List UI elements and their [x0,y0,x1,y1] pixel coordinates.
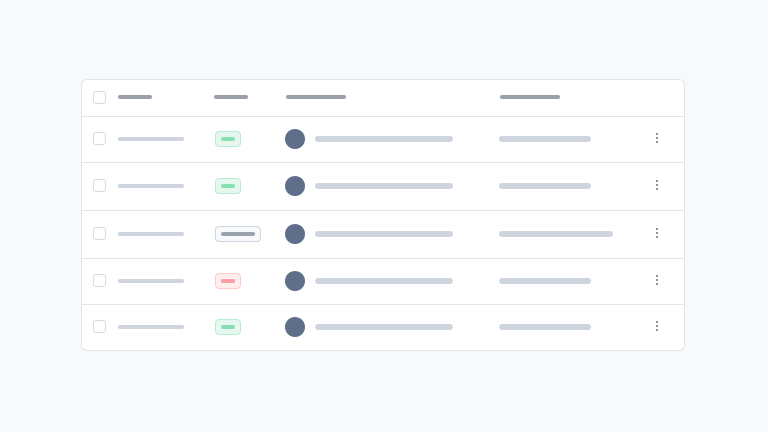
status-badge-success [215,131,241,147]
status-badge-label-placeholder [221,325,235,329]
avatar [285,224,305,244]
more-options-icon[interactable] [655,275,659,287]
row-checkbox[interactable] [93,179,106,192]
table-row[interactable] [82,162,684,211]
table-row[interactable] [82,116,684,163]
column-header-1[interactable] [118,95,152,99]
avatar [285,176,305,196]
detail-placeholder [499,324,591,330]
cell-text-placeholder [118,325,184,329]
column-header-4[interactable] [500,95,560,99]
name-placeholder [315,183,453,189]
avatar [285,129,305,149]
status-badge-label-placeholder [221,184,235,188]
table-header [82,80,684,117]
table-row[interactable] [82,258,684,305]
more-options-icon[interactable] [655,133,659,145]
name-placeholder [315,324,453,330]
more-options-icon[interactable] [655,228,659,240]
status-badge-danger [215,273,241,289]
detail-placeholder [499,136,591,142]
status-badge-label-placeholder [221,279,235,283]
select-all-checkbox[interactable] [93,91,106,104]
row-checkbox[interactable] [93,274,106,287]
table-row[interactable] [82,210,684,259]
detail-placeholder [499,231,613,237]
cell-text-placeholder [118,184,184,188]
column-header-2[interactable] [214,95,248,99]
column-header-3[interactable] [286,95,346,99]
detail-placeholder [499,183,591,189]
more-options-icon[interactable] [655,321,659,333]
status-badge-success [215,178,241,194]
cell-text-placeholder [118,232,184,236]
cell-text-placeholder [118,279,184,283]
status-badge-success [215,319,241,335]
avatar [285,271,305,291]
status-badge-label-placeholder [221,137,235,141]
avatar [285,317,305,337]
name-placeholder [315,231,453,237]
status-badge-label-placeholder [221,232,255,236]
table-row[interactable] [82,304,684,350]
detail-placeholder [499,278,591,284]
data-table [81,79,685,351]
row-checkbox[interactable] [93,320,106,333]
status-badge-neutral [215,226,261,242]
cell-text-placeholder [118,137,184,141]
name-placeholder [315,136,453,142]
row-checkbox[interactable] [93,227,106,240]
row-checkbox[interactable] [93,132,106,145]
more-options-icon[interactable] [655,180,659,192]
name-placeholder [315,278,453,284]
